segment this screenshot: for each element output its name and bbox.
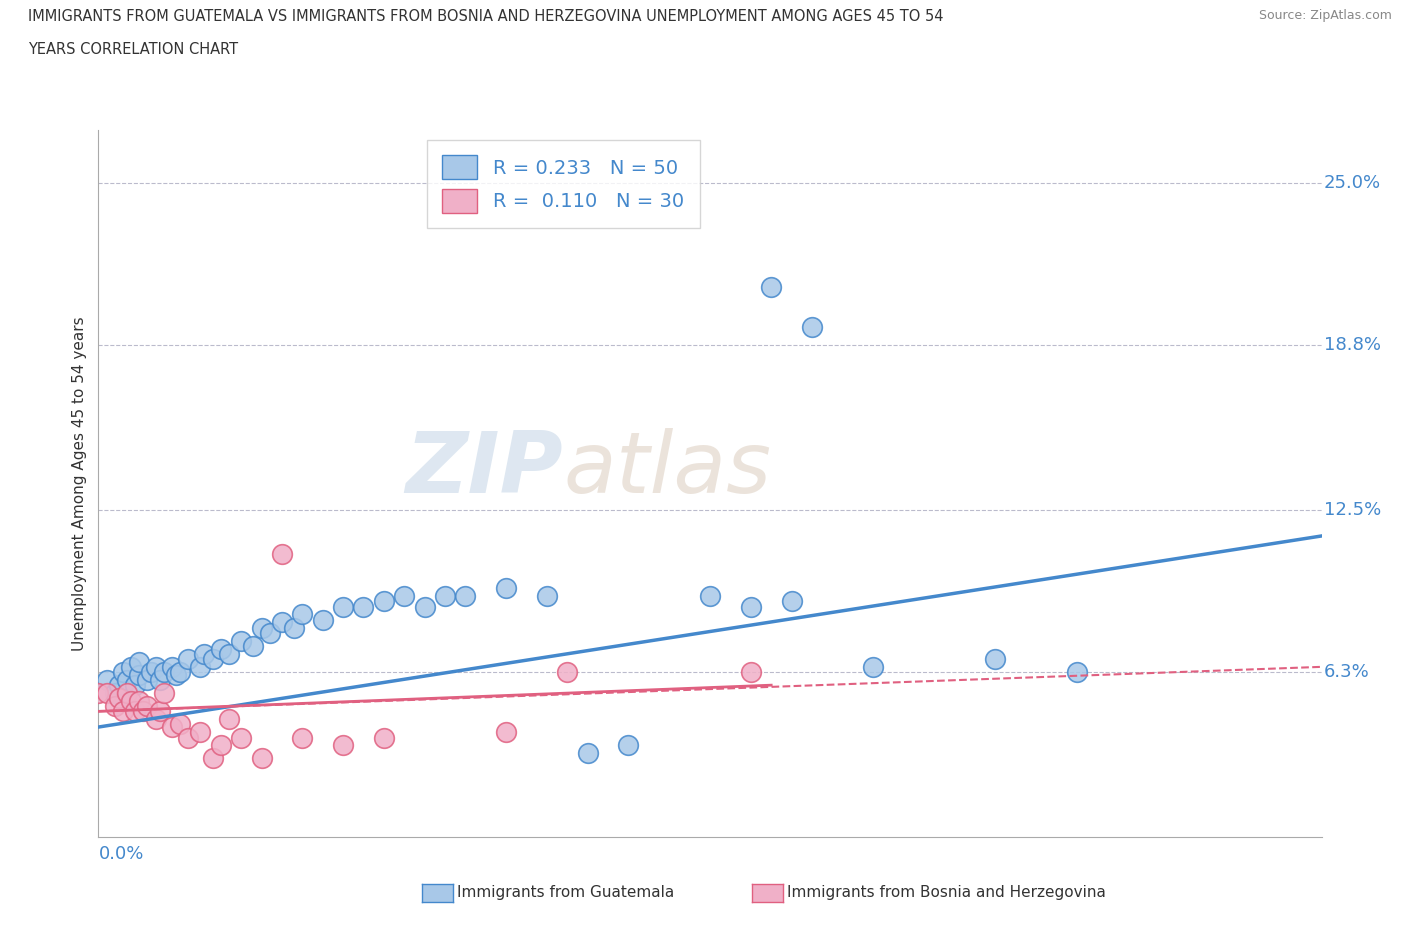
Point xyxy=(555,665,579,680)
Text: 6.3%: 6.3% xyxy=(1324,663,1369,681)
Point xyxy=(108,691,131,706)
Point xyxy=(124,678,146,693)
Text: atlas: atlas xyxy=(564,428,772,511)
Point xyxy=(152,665,174,680)
Point xyxy=(454,589,477,604)
Point xyxy=(188,659,212,674)
Point xyxy=(201,751,224,766)
Point xyxy=(160,659,183,674)
Point xyxy=(152,685,174,700)
Point xyxy=(132,704,155,719)
Point xyxy=(169,665,191,680)
Point xyxy=(218,646,240,661)
Point xyxy=(291,730,314,745)
Text: 25.0%: 25.0% xyxy=(1324,174,1381,192)
Point xyxy=(128,694,150,709)
Text: 0.0%: 0.0% xyxy=(98,845,143,863)
Point xyxy=(761,280,783,295)
Point xyxy=(169,717,191,732)
Point xyxy=(801,319,824,334)
Text: Immigrants from Guatemala: Immigrants from Guatemala xyxy=(457,885,675,900)
Point xyxy=(136,698,159,713)
Point xyxy=(87,685,110,700)
Point xyxy=(111,665,134,680)
Legend: R = 0.233   N = 50, R =  0.110   N = 30: R = 0.233 N = 50, R = 0.110 N = 30 xyxy=(427,140,700,228)
Point xyxy=(373,730,395,745)
Point xyxy=(201,652,224,667)
Text: Immigrants from Bosnia and Herzegovina: Immigrants from Bosnia and Herzegovina xyxy=(787,885,1107,900)
Point xyxy=(984,652,1007,667)
Point xyxy=(124,704,146,719)
Point xyxy=(177,652,200,667)
Point xyxy=(352,599,374,614)
Point xyxy=(283,620,305,635)
Point xyxy=(312,612,335,627)
Point xyxy=(120,694,142,709)
Point xyxy=(128,667,150,682)
Point xyxy=(209,641,232,656)
Point xyxy=(193,646,215,661)
Point xyxy=(332,737,354,752)
Point xyxy=(413,599,436,614)
Point xyxy=(96,672,118,687)
Point xyxy=(242,639,264,654)
Point xyxy=(536,589,558,604)
Point xyxy=(862,659,884,674)
Y-axis label: Unemployment Among Ages 45 to 54 years: Unemployment Among Ages 45 to 54 years xyxy=(72,316,87,651)
Text: 12.5%: 12.5% xyxy=(1324,500,1381,519)
Point xyxy=(270,615,294,630)
Point xyxy=(149,704,172,719)
Point xyxy=(120,659,142,674)
Text: 18.8%: 18.8% xyxy=(1324,336,1381,353)
Point xyxy=(495,724,517,739)
Point xyxy=(145,711,167,726)
Point xyxy=(740,665,762,680)
Point xyxy=(576,746,599,761)
Point xyxy=(780,594,803,609)
Point xyxy=(291,607,314,622)
Text: IMMIGRANTS FROM GUATEMALA VS IMMIGRANTS FROM BOSNIA AND HERZEGOVINA UNEMPLOYMENT: IMMIGRANTS FROM GUATEMALA VS IMMIGRANTS … xyxy=(28,9,943,24)
Point xyxy=(165,667,187,682)
Text: Source: ZipAtlas.com: Source: ZipAtlas.com xyxy=(1258,9,1392,22)
Point xyxy=(149,672,172,687)
Point xyxy=(145,659,167,674)
Point xyxy=(740,599,762,614)
Point xyxy=(128,654,150,669)
Point xyxy=(270,547,294,562)
Point xyxy=(115,672,138,687)
Point xyxy=(104,698,127,713)
Point xyxy=(108,678,131,693)
Point xyxy=(250,751,273,766)
Point xyxy=(231,730,253,745)
Point xyxy=(332,599,354,614)
Point xyxy=(495,581,517,596)
Point xyxy=(392,589,416,604)
Point xyxy=(231,633,253,648)
Point xyxy=(1066,665,1088,680)
Point xyxy=(209,737,232,752)
Point xyxy=(617,737,640,752)
Point xyxy=(160,720,183,735)
Point xyxy=(259,625,281,640)
Point xyxy=(373,594,395,609)
Point xyxy=(250,620,273,635)
Point xyxy=(699,589,721,604)
Point xyxy=(177,730,200,745)
Point xyxy=(141,665,163,680)
Point xyxy=(96,685,118,700)
Text: YEARS CORRELATION CHART: YEARS CORRELATION CHART xyxy=(28,42,238,57)
Point xyxy=(136,672,159,687)
Point xyxy=(434,589,457,604)
Point xyxy=(188,724,212,739)
Point xyxy=(115,685,138,700)
Point xyxy=(104,685,127,700)
Point xyxy=(111,704,134,719)
Text: ZIP: ZIP xyxy=(405,428,564,511)
Point xyxy=(218,711,240,726)
